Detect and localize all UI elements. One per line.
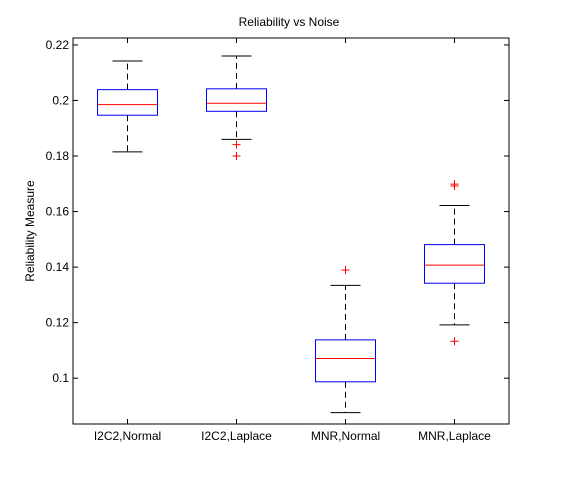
outlier-marker <box>341 266 350 275</box>
y-tick-label: 0.16 <box>46 205 70 219</box>
iqr-box <box>97 89 158 116</box>
iqr-box <box>424 244 485 284</box>
iqr-box <box>315 339 376 383</box>
y-tick-label: 0.2 <box>52 93 69 107</box>
y-tick-label: 0.22 <box>46 38 70 52</box>
outlier-marker <box>232 152 241 161</box>
box-group <box>97 60 158 153</box>
box-group <box>315 266 376 414</box>
chart-title: Reliability vs Noise <box>239 15 340 29</box>
iqr-box <box>206 88 267 112</box>
y-tick-label: 0.18 <box>46 149 70 163</box>
plot-area: 0.1 0.12 0.14 0.16 0.18 0.2 0.22 I2C2,Normal I2C… <box>46 37 510 443</box>
outlier-marker <box>450 182 459 191</box>
outlier-marker <box>450 337 459 346</box>
box-group <box>424 180 485 346</box>
axes-frame <box>72 37 510 425</box>
box-group <box>206 55 267 161</box>
x-tick-label: MNR,Laplace <box>418 429 491 443</box>
outlier-marker <box>232 140 241 149</box>
x-tick-label: I2C2,Laplace <box>201 429 272 443</box>
x-tick-label: I2C2,Normal <box>94 429 161 443</box>
y-axis-label: Reliability Measure <box>23 180 37 282</box>
y-tick-label: 0.1 <box>52 371 69 385</box>
x-tick-label: MNR,Normal <box>311 429 380 443</box>
y-tick-label: 0.14 <box>46 260 70 274</box>
y-tick-label: 0.12 <box>46 316 70 330</box>
